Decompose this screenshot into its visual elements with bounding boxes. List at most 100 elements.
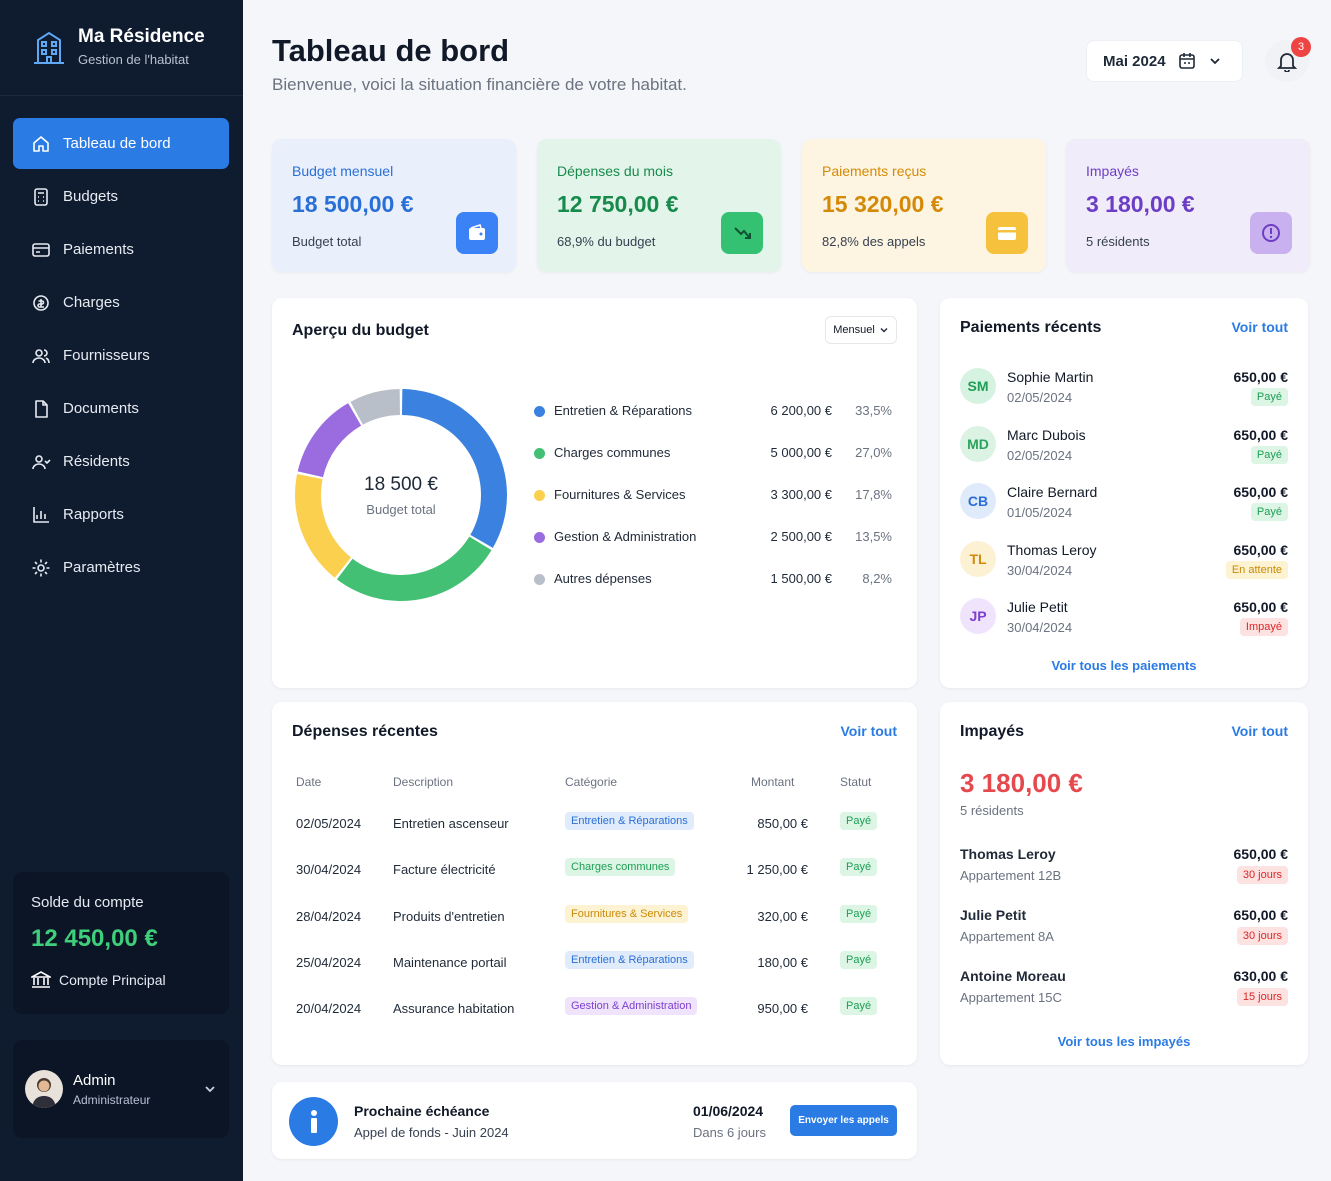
home-icon (33, 135, 49, 152)
unpaid-view-all-link[interactable]: Voir tout (1231, 723, 1288, 739)
donut-slice[interactable] (336, 536, 492, 601)
page-title: Tableau de bord (272, 33, 510, 68)
sidebar-item-label: Tableau de bord (63, 135, 171, 152)
sidebar-item-gear[interactable]: Paramètres (13, 542, 229, 593)
payments-view-all-link[interactable]: Voir tout (1231, 319, 1288, 335)
account-balance-label: Solde du compte (31, 894, 144, 911)
unpaid-total: 3 180,00 € (960, 768, 1083, 798)
donut-slice[interactable] (297, 403, 362, 478)
donut-center: 18 500 € Budget total (294, 388, 508, 602)
all-unpaid-link[interactable]: Voir tous les impayés (1057, 1034, 1191, 1049)
brand[interactable]: Ma Résidence Gestion de l'habitat (30, 26, 205, 67)
kpi-card[interactable]: Paiements reçus 15 320,00 € 82,8% des appe… (802, 139, 1046, 272)
kpi-label: Paiements reçus (822, 163, 927, 179)
sidebar-item-document[interactable]: Documents (13, 383, 229, 434)
resident-apartment: Appartement 15C (960, 990, 1062, 1005)
sidebar-item-calculator[interactable]: Budgets (13, 171, 229, 222)
unpaid-row[interactable]: Antoine Moreau Appartement 15C 630,00 € 15 … (960, 968, 1288, 1012)
legend-dot (534, 406, 545, 417)
sidebar-item-chart[interactable]: Rapports (13, 489, 229, 540)
notifications-button[interactable]: 3 (1265, 37, 1311, 82)
expenses-view-all-link[interactable]: Voir tout (840, 723, 897, 739)
unpaid-row[interactable]: Thomas Leroy Appartement 12B 650,00 € 30 jo… (960, 846, 1288, 890)
chevron-down-icon (880, 328, 888, 333)
expense-date: 30/04/2024 (296, 862, 362, 878)
period-dropdown-label: Mensuel (833, 324, 875, 336)
legend-item: Charges communes 5 000,00 € 27,0% (534, 443, 894, 463)
status-badge: Payé (840, 904, 878, 923)
donut-slice[interactable] (295, 473, 352, 578)
sidebar-item-user-group[interactable]: Résidents (13, 436, 229, 487)
payment-row[interactable]: JP Julie Petit 30/04/2024 650,00 € Impayé (960, 596, 1288, 640)
period-dropdown[interactable]: Mensuel (825, 316, 897, 344)
expenses-title: Dépenses récentes (292, 723, 438, 740)
user-avatar-icon (32, 1078, 56, 1108)
payment-row[interactable]: CB Claire Bernard 01/05/2024 650,00 € Payé (960, 481, 1288, 525)
donut-slice[interactable] (401, 389, 507, 548)
table-row[interactable]: 20/04/2024 Assurance habitation Gestion & … (272, 995, 918, 1025)
avatar: MD (960, 425, 996, 462)
kpi-value: 12 750,00 € (557, 191, 679, 217)
expense-description: Produits d'entretien (393, 908, 505, 924)
overdue-badge: 30 jours (1236, 866, 1288, 884)
legend-label: Gestion & Administration (554, 529, 697, 544)
column-header-status: Statut (840, 775, 872, 789)
chevron-down-icon[interactable] (203, 1082, 217, 1096)
avatar: JP (960, 598, 996, 634)
table-row[interactable]: 25/04/2024 Maintenance portail Entretien &… (272, 949, 918, 979)
user-group-icon (32, 454, 51, 469)
sidebar-item-home[interactable]: Tableau de bord (13, 118, 229, 169)
legend-value: 3 300,00 € (770, 487, 832, 502)
payment-row[interactable]: SM Sophie Martin 02/05/2024 650,00 € Payé (960, 366, 1288, 410)
legend-item: Autres dépenses 1 500,00 € 8,2% (534, 569, 894, 589)
document-icon (35, 399, 48, 418)
table-row[interactable]: 28/04/2024 Produits d'entretien Fourniture… (272, 903, 918, 933)
legend-item: Gestion & Administration 2 500,00 € 13,5% (534, 527, 894, 547)
kpi-value: 15 320,00 € (822, 191, 944, 217)
brand-title: Ma Résidence (78, 26, 205, 47)
payment-date: 02/05/2024 (1007, 390, 1073, 405)
all-payments-link[interactable]: Voir tous les paiements (1051, 658, 1197, 673)
kpi-card[interactable]: Budget mensuel 18 500,00 € Budget total (272, 139, 516, 272)
recent-expenses-card: Dépenses récentes Voir tout Date Descrip… (272, 702, 917, 1065)
kpi-card[interactable]: Dépenses du mois 12 750,00 € 68,9% du budg… (537, 139, 781, 272)
user-menu[interactable]: Admin Administrateur (13, 1040, 229, 1138)
payment-amount: 650,00 € (1233, 541, 1289, 558)
budget-title: Aperçu du budget (292, 322, 429, 339)
send-calls-button[interactable]: Envoyer les appels (790, 1105, 897, 1136)
recent-payments-card: Paiements récents Voir tout SM Sophie Mar… (940, 298, 1308, 688)
table-row[interactable]: 30/04/2024 Facture électricité Charges com… (272, 856, 918, 886)
page-subtitle: Bienvenue, voici la situation financière… (272, 75, 687, 94)
expense-date: 25/04/2024 (296, 954, 362, 970)
table-row[interactable]: 02/05/2024 Entretien ascenseur Entretien &… (272, 810, 918, 840)
wallet-icon (456, 212, 498, 254)
status-badge: Payé (1250, 388, 1288, 406)
account-balance-card: Solde du compte 12 450,00 € Compte Princ… (13, 872, 229, 1014)
column-header-amount: Montant (751, 775, 795, 789)
sidebar-item-label: Charges (63, 294, 120, 311)
trend-down-icon (721, 212, 763, 254)
payment-amount: 650,00 € (1233, 426, 1289, 443)
deadline-subtitle: Appel de fonds - Juin 2024 (354, 1125, 509, 1140)
status-badge: En attente (1225, 560, 1288, 579)
chart-icon (33, 506, 49, 523)
legend-item: Fournitures & Services 3 300,00 € 17,8% (534, 485, 894, 505)
unpaid-count: 5 résidents (960, 803, 1024, 818)
donut-slice[interactable] (350, 389, 401, 425)
unpaid-row[interactable]: Julie Petit Appartement 8A 650,00 € 30 jour… (960, 907, 1288, 951)
resident-apartment: Appartement 12B (960, 868, 1062, 883)
category-badge: Gestion & Administration (565, 997, 698, 1016)
payment-row[interactable]: TL Thomas Leroy 30/04/2024 650,00 € En atten… (960, 539, 1288, 583)
sidebar-item-credit-card[interactable]: Paiements (13, 224, 229, 275)
sidebar-item-coins[interactable]: Charges (13, 277, 229, 328)
column-header-date: Date (296, 775, 322, 789)
avatar: SM (960, 368, 996, 404)
kpi-card[interactable]: Impayés 3 180,00 € 5 résidents (1066, 139, 1310, 272)
avatar: TL (960, 540, 996, 577)
kpi-footer: Budget total (292, 234, 362, 249)
info-icon (289, 1097, 338, 1146)
users-icon (32, 348, 50, 363)
sidebar-item-users[interactable]: Fournisseurs (13, 330, 229, 381)
payment-row[interactable]: MD Marc Dubois 02/05/2024 650,00 € Payé (960, 424, 1288, 468)
period-selector[interactable]: Mai 2024 (1086, 40, 1243, 82)
